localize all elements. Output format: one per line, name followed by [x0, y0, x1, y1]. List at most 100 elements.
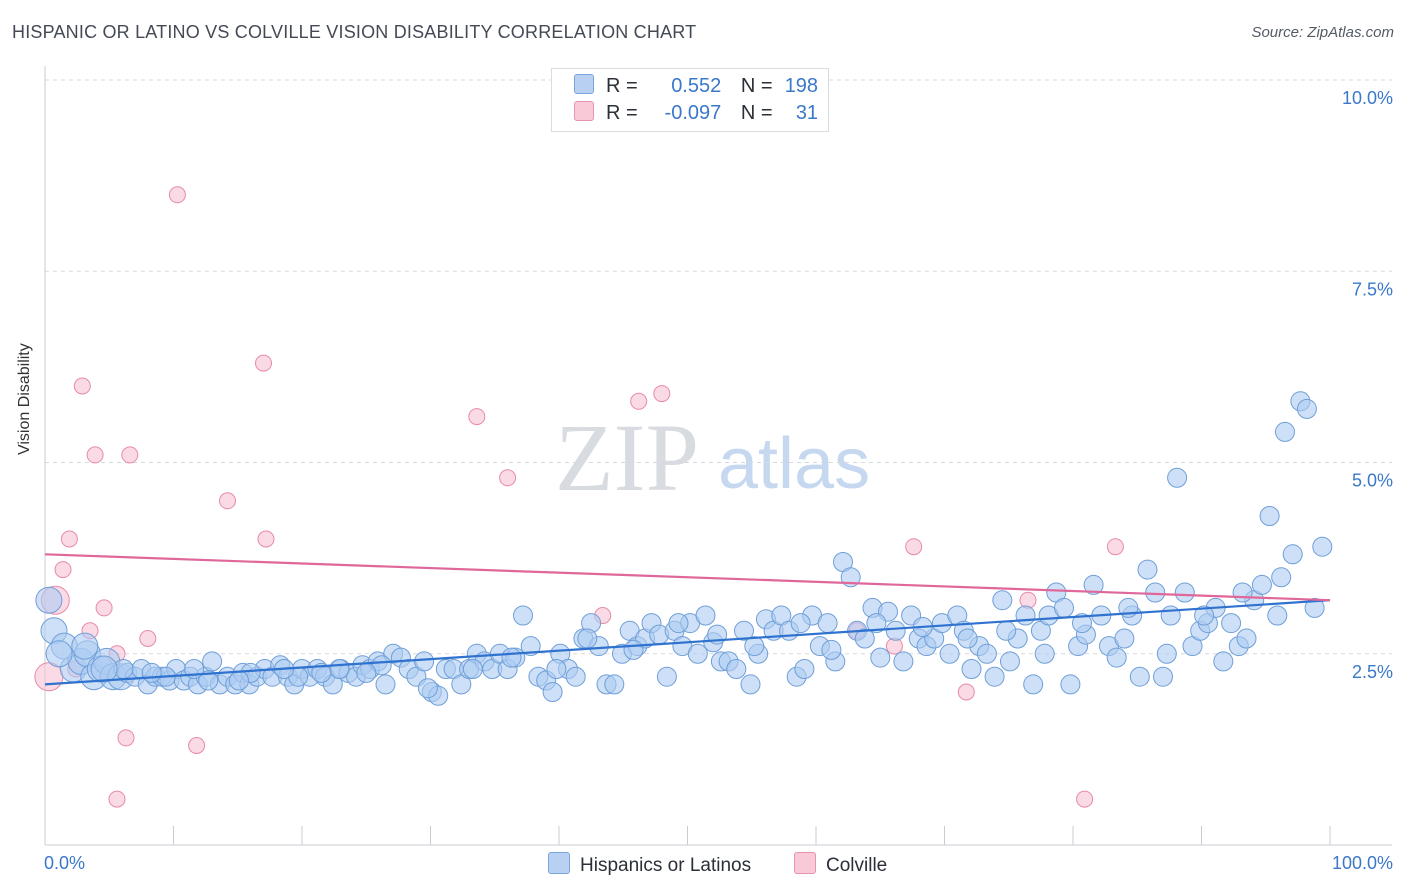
trend-lines	[44, 553, 1331, 686]
data-point	[1160, 605, 1181, 626]
data-point	[726, 659, 747, 679]
data-point	[1271, 567, 1292, 588]
data-point	[54, 561, 72, 579]
data-point	[790, 613, 811, 634]
legend-r-value: -0.097	[664, 102, 722, 124]
x-tick-label: 0.0%	[44, 853, 85, 873]
legend-n-value: 198	[784, 75, 819, 97]
data-point	[95, 599, 113, 617]
legend-n-label: N =	[740, 75, 773, 97]
data-point	[854, 628, 875, 649]
data-point	[202, 651, 223, 672]
data-point	[1232, 582, 1253, 603]
data-point	[546, 659, 567, 679]
data-point	[1213, 651, 1234, 672]
data-point	[73, 377, 91, 395]
data-point	[1015, 605, 1036, 626]
chart-title: HISPANIC OR LATINO VS COLVILLE VISION DI…	[12, 22, 697, 42]
data-point	[108, 790, 126, 808]
data-point	[1137, 559, 1158, 580]
data-point	[1060, 674, 1081, 695]
data-point	[565, 666, 586, 687]
data-point	[961, 659, 982, 679]
data-point	[870, 647, 891, 668]
data-point	[60, 530, 78, 548]
data-point	[687, 643, 708, 664]
legend-n-label: N =	[740, 102, 773, 124]
data-point	[893, 651, 914, 672]
data-point	[520, 636, 541, 657]
data-point	[1153, 666, 1173, 687]
data-point	[1194, 605, 1215, 626]
legend-swatch-blue	[574, 74, 594, 94]
data-point	[229, 670, 249, 691]
data-point	[992, 590, 1013, 611]
data-point	[1167, 467, 1188, 488]
bottom-legend-swatch-blue	[548, 852, 570, 874]
data-point	[417, 678, 438, 699]
trend-line-colville	[44, 553, 1331, 602]
data-point	[1221, 613, 1242, 634]
data-point	[1282, 544, 1303, 565]
data-point	[356, 662, 377, 683]
legend-swatch-pink	[574, 101, 594, 121]
data-point	[905, 538, 923, 556]
data-point	[653, 385, 671, 403]
data-point	[1076, 790, 1094, 808]
y-tick-label: 2.5%	[1352, 662, 1393, 682]
data-point	[1145, 582, 1166, 603]
data-point	[1275, 421, 1295, 442]
bottom-legend-colville: Colville	[794, 852, 887, 877]
data-point	[1034, 643, 1055, 664]
trend-line-hispanic	[44, 599, 1331, 686]
data-point	[1083, 574, 1104, 595]
y-tick-label: 10.0%	[1342, 88, 1393, 108]
legend-row-colville: R = -0.097 N = 31	[574, 101, 818, 125]
bottom-legend-label: Colville	[826, 855, 888, 876]
data-point	[255, 354, 272, 372]
data-point	[1129, 666, 1150, 687]
bottom-legend-label: Hispanics or Latinos	[580, 855, 752, 876]
data-point	[1114, 628, 1135, 649]
data-point	[45, 640, 73, 668]
bottom-legend-swatch-pink	[794, 852, 816, 874]
data-point	[734, 620, 754, 641]
legend-n-value: 31	[795, 102, 819, 124]
data-point	[513, 605, 533, 626]
data-point	[1251, 574, 1272, 595]
data-point	[90, 655, 118, 683]
data-point	[866, 613, 887, 634]
data-point	[501, 647, 522, 668]
y-tick-label: 7.5%	[1352, 279, 1393, 299]
data-point	[623, 639, 644, 660]
data-point	[984, 666, 1005, 687]
data-point	[1156, 643, 1177, 664]
axes	[44, 66, 1392, 846]
legend-row-hispanic: R = 0.552 N = 198	[574, 74, 818, 98]
data-point	[1296, 398, 1317, 419]
data-point	[1000, 651, 1020, 672]
y-tick-label: 5.0%	[1352, 471, 1393, 491]
data-point	[1236, 628, 1257, 649]
data-point	[1174, 582, 1195, 603]
data-point	[1304, 597, 1325, 618]
data-point	[604, 674, 625, 695]
legend-r-label: R =	[606, 75, 638, 97]
data-point	[168, 186, 186, 204]
data-point	[744, 636, 765, 657]
data-point	[817, 613, 838, 634]
grid-lines	[45, 79, 1392, 655]
data-point	[1019, 591, 1037, 609]
watermark-zip: ZIP	[555, 404, 699, 511]
data-point	[656, 666, 677, 687]
data-point	[577, 628, 598, 649]
data-point	[1312, 536, 1333, 557]
data-point	[1023, 674, 1044, 695]
data-point	[311, 662, 332, 683]
data-point	[794, 659, 815, 679]
data-point	[71, 632, 99, 660]
data-point	[976, 643, 997, 664]
data-point	[1267, 605, 1288, 626]
data-point	[375, 674, 396, 695]
